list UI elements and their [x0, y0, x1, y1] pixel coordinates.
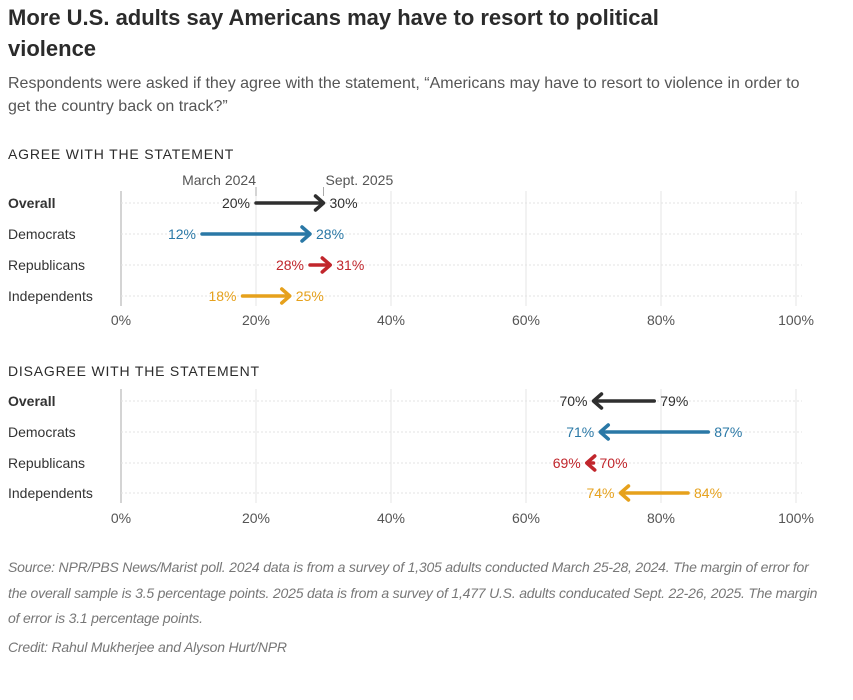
category-label: Independents	[8, 288, 93, 304]
x-tick-label: 0%	[111, 510, 131, 526]
start-value-label: 87%	[714, 424, 742, 440]
category-label: Independents	[8, 485, 93, 501]
end-value-label: 69%	[553, 455, 581, 471]
category-label: Republicans	[8, 257, 85, 273]
chart-title: More U.S. adults say Americans may have …	[8, 5, 659, 61]
category-label: Overall	[8, 393, 55, 409]
arrowhead-icon	[313, 194, 326, 212]
x-tick-label: 60%	[512, 510, 540, 526]
start-value-label: 12%	[168, 226, 196, 242]
arrowhead-icon	[591, 392, 604, 410]
end-value-label: 28%	[316, 226, 344, 242]
section-heading-agree: Agree with the statement	[8, 146, 235, 162]
start-value-label: 79%	[660, 393, 688, 409]
start-value-label: 18%	[208, 288, 236, 304]
arrowhead-icon	[320, 256, 332, 274]
source-note: Source: NPR/PBS News/Marist poll. 2024 d…	[8, 559, 818, 626]
x-tick-label: 60%	[512, 312, 540, 328]
section-heading-disagree: Disagree with the statement	[8, 363, 260, 379]
start-value-label: 84%	[694, 485, 722, 501]
category-label: Overall	[8, 195, 55, 211]
end-value-label: 70%	[559, 393, 587, 409]
end-value-label: 71%	[566, 424, 594, 440]
arrowhead-icon	[585, 454, 597, 472]
credit-note: Credit: Rahul Mukherjee and Alyson Hurt/…	[8, 639, 287, 655]
end-value-label: 74%	[586, 485, 614, 501]
arrowhead-icon	[598, 423, 610, 441]
start-value-label: 28%	[276, 257, 304, 273]
end-value-label: 25%	[296, 288, 324, 304]
x-tick-label: 100%	[778, 312, 814, 328]
x-tick-label: 20%	[242, 510, 270, 526]
x-tick-label: 80%	[647, 312, 675, 328]
arrowhead-icon	[280, 287, 292, 305]
x-tick-label: 40%	[377, 312, 405, 328]
chart-subtitle: Respondents were asked if they agree wit…	[8, 75, 800, 115]
legend-start-label: March 2024	[182, 172, 256, 188]
end-value-label: 31%	[336, 257, 364, 273]
x-tick-label: 80%	[647, 510, 675, 526]
start-value-label: 20%	[222, 195, 250, 211]
charts-canvas: 0% 20% 40% 60% 80% 100% Overall 20% 30% Democrats…	[8, 172, 814, 526]
x-tick-label: 20%	[242, 312, 270, 328]
start-value-label: 70%	[600, 455, 628, 471]
arrowhead-icon	[300, 225, 312, 243]
category-label: Democrats	[8, 424, 76, 440]
x-tick-label: 0%	[111, 312, 131, 328]
x-tick-label: 40%	[377, 510, 405, 526]
legend-end-label: Sept. 2025	[326, 172, 394, 188]
category-label: Democrats	[8, 226, 76, 242]
arrowhead-icon	[618, 484, 631, 502]
end-value-label: 30%	[330, 195, 358, 211]
category-label: Republicans	[8, 455, 85, 471]
x-tick-label: 100%	[778, 510, 814, 526]
